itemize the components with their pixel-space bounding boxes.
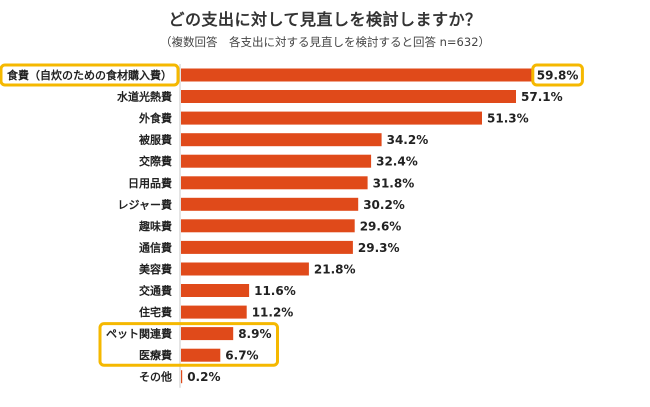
category-label: 交通費 bbox=[139, 284, 172, 298]
category-label: 水道光熱費 bbox=[117, 90, 172, 104]
category-label: 住宅費 bbox=[139, 305, 172, 319]
category-label: 美容費 bbox=[139, 262, 172, 276]
bar bbox=[181, 111, 482, 125]
bar bbox=[181, 197, 359, 211]
value-label: 32.4% bbox=[376, 155, 418, 169]
value-label: 29.3% bbox=[358, 241, 400, 255]
highlight-box bbox=[0, 63, 180, 87]
category-label: 医療費 bbox=[139, 348, 172, 362]
value-label: 0.2% bbox=[187, 370, 220, 384]
value-label: 21.8% bbox=[314, 263, 356, 277]
value-label: 34.2% bbox=[387, 133, 429, 147]
bar bbox=[181, 305, 247, 319]
value-label: 29.6% bbox=[360, 219, 402, 233]
value-label: 57.1% bbox=[521, 90, 563, 104]
category-label: 外食費 bbox=[138, 111, 172, 125]
category-label: 日用品費 bbox=[128, 176, 172, 190]
value-label: 11.6% bbox=[254, 284, 296, 298]
bar bbox=[181, 176, 368, 190]
bar bbox=[181, 133, 382, 147]
chart-subtitle: （複数回答 各支出に対する見直しを検討すると回答 n=632） bbox=[159, 35, 491, 49]
bar bbox=[181, 68, 532, 82]
bar bbox=[181, 90, 516, 103]
bar bbox=[181, 348, 221, 362]
bar bbox=[181, 154, 372, 168]
value-label: 51.3% bbox=[487, 112, 529, 126]
value-label: 6.7% bbox=[225, 349, 258, 363]
category-label: 交際費 bbox=[139, 154, 172, 168]
highlight-box bbox=[98, 322, 279, 367]
category-label: 趣味費 bbox=[138, 219, 172, 233]
value-label: 31.8% bbox=[373, 176, 415, 190]
category-label: レジャー費 bbox=[118, 197, 172, 211]
category-label: ペット関連費 bbox=[106, 327, 172, 341]
bar bbox=[181, 284, 250, 297]
category-label: 通信費 bbox=[139, 240, 172, 254]
value-label: 30.2% bbox=[363, 198, 405, 212]
value-label: 8.9% bbox=[238, 327, 271, 341]
bar bbox=[181, 370, 183, 384]
bar bbox=[181, 262, 309, 276]
category-label: 食費（自炊のための食材購入費） bbox=[7, 68, 172, 82]
chart-title: どの支出に対して見直しを検討しますか？ bbox=[168, 10, 482, 29]
bar bbox=[181, 240, 353, 254]
value-highlight-box bbox=[531, 63, 584, 87]
category-label: その他 bbox=[139, 370, 172, 384]
category-label: 被服費 bbox=[139, 133, 172, 147]
value-label: 59.8% bbox=[537, 69, 579, 83]
bar bbox=[181, 327, 234, 341]
bar bbox=[181, 219, 355, 233]
value-label: 11.2% bbox=[252, 306, 294, 320]
